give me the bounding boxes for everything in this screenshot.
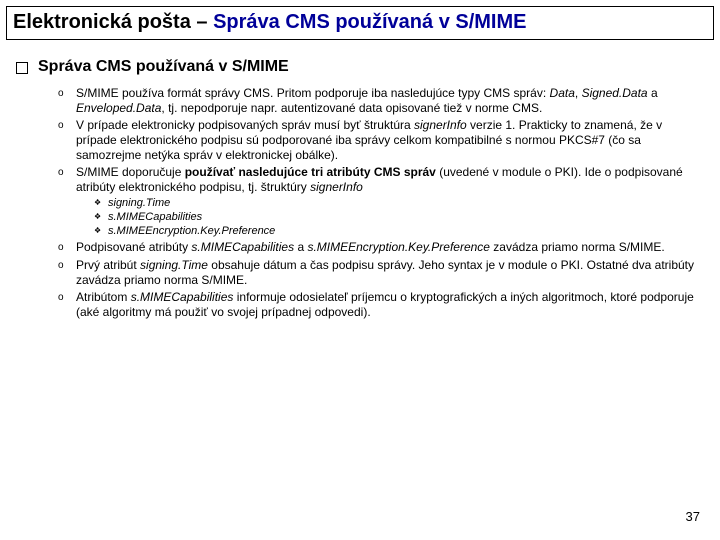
list-item: oPodpisované atribúty s.MIMECapabilities… bbox=[58, 240, 698, 256]
list-item: oPrvý atribút signing.Time obsahuje dátu… bbox=[58, 258, 698, 288]
section-title: Správa CMS používaná v S/MIME bbox=[38, 58, 289, 76]
list-item-text: S/MIME používa formát správy CMS. Pritom… bbox=[76, 86, 698, 116]
list-item-text: Prvý atribút signing.Time obsahuje dátum… bbox=[76, 258, 698, 288]
circle-marker-icon: o bbox=[58, 240, 76, 256]
list-item: oAtribútom s.MIMECapabilities informuje … bbox=[58, 290, 698, 320]
circle-marker-icon: o bbox=[58, 165, 76, 181]
circle-marker-icon: o bbox=[58, 258, 76, 274]
list-item-text: Podpisované atribúty s.MIMECapabilities … bbox=[76, 240, 698, 255]
square-bullet-icon bbox=[16, 62, 28, 74]
sub-list-item-text: s.MIMECapabilities bbox=[108, 211, 698, 225]
sub-list-item-text: s.MIMEEncryption.Key.Preference bbox=[108, 225, 698, 239]
circle-marker-icon: o bbox=[58, 118, 76, 134]
diamond-marker-icon: ❖ bbox=[94, 211, 108, 224]
sub-list-item: ❖s.MIMECapabilities bbox=[94, 211, 698, 225]
sub-list-item-text: signing.Time bbox=[108, 197, 698, 211]
bullet-list-a: oS/MIME používa formát správy CMS. Prito… bbox=[58, 86, 698, 195]
title-box: Elektronická pošta – Správa CMS používan… bbox=[6, 6, 714, 40]
list-item-text: V prípade elektronicky podpisovaných spr… bbox=[76, 118, 698, 163]
bullet-list-b: oPodpisované atribúty s.MIMECapabilities… bbox=[58, 240, 698, 320]
sub-list-item: ❖signing.Time bbox=[94, 197, 698, 211]
slide-title: Elektronická pošta – Správa CMS používan… bbox=[13, 11, 713, 34]
list-item: oS/MIME používa formát správy CMS. Prito… bbox=[58, 86, 698, 116]
diamond-marker-icon: ❖ bbox=[94, 197, 108, 210]
page-number: 37 bbox=[686, 509, 700, 524]
sub-bullet-list: ❖signing.Time❖s.MIMECapabilities❖s.MIMEE… bbox=[58, 197, 698, 238]
body-content: oS/MIME používa formát správy CMS. Prito… bbox=[58, 86, 698, 322]
list-item: oV prípade elektronicky podpisovaných sp… bbox=[58, 118, 698, 163]
list-item-text: S/MIME doporučuje používať nasledujúce t… bbox=[76, 165, 698, 195]
list-item: oS/MIME doporučuje používať nasledujúce … bbox=[58, 165, 698, 195]
diamond-marker-icon: ❖ bbox=[94, 225, 108, 238]
title-prefix: Elektronická pošta – bbox=[13, 11, 213, 33]
sub-list-item: ❖s.MIMEEncryption.Key.Preference bbox=[94, 225, 698, 239]
circle-marker-icon: o bbox=[58, 86, 76, 102]
title-accent: Správa CMS používaná v S/MIME bbox=[213, 11, 526, 33]
slide: Elektronická pošta – Správa CMS používan… bbox=[0, 0, 720, 540]
circle-marker-icon: o bbox=[58, 290, 76, 306]
list-item-text: Atribútom s.MIMECapabilities informuje o… bbox=[76, 290, 698, 320]
section-heading: Správa CMS používaná v S/MIME bbox=[16, 58, 289, 76]
